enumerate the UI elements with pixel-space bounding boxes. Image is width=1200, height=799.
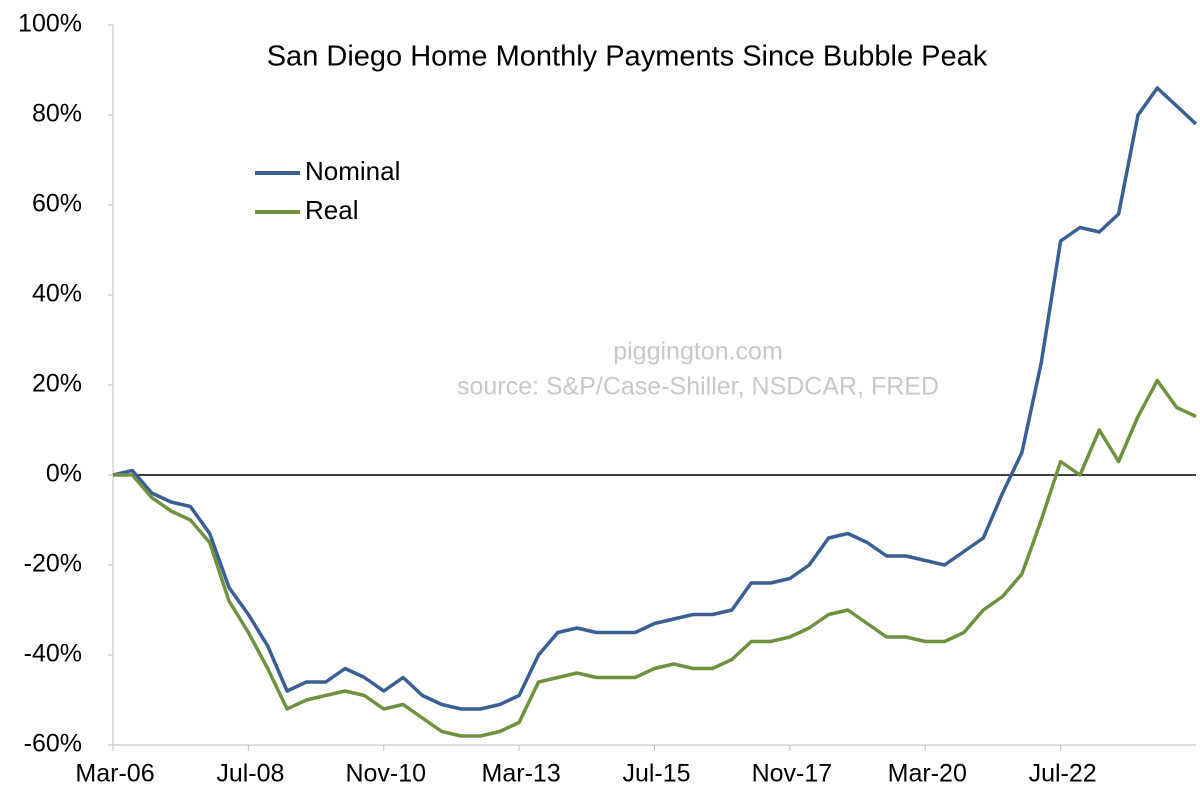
source-note: source: S&P/Case-Shiller, NSDCAR, FRED [457, 373, 939, 401]
y-tick-label: 20% [32, 370, 82, 398]
legend-label: Nominal [305, 156, 400, 186]
y-tick-label: 80% [32, 100, 82, 128]
x-tick-label: Nov-17 [752, 760, 833, 788]
x-tick-label: Jul-15 [622, 760, 690, 788]
x-tick-label: Jul-08 [216, 760, 284, 788]
y-tick-label: 40% [32, 280, 82, 308]
y-tick-label: -40% [24, 640, 82, 668]
y-tick-label: 60% [32, 190, 82, 218]
x-tick-label: Nov-10 [345, 760, 426, 788]
x-tick-label: Mar-06 [75, 760, 154, 788]
y-tick-label: -20% [24, 550, 82, 578]
series-line [112, 86, 1198, 711]
y-tick-label: 0% [46, 460, 82, 488]
x-tick-label: Mar-13 [482, 760, 561, 788]
series-line [113, 378, 1197, 738]
x-tick-label: Mar-20 [888, 760, 967, 788]
x-tick-label: Jul-22 [1029, 760, 1097, 788]
watermark: piggington.com [613, 338, 783, 366]
y-tick-label: 100% [18, 10, 82, 38]
chart-title: San Diego Home Monthly Payments Since Bu… [267, 41, 988, 73]
legend-label: Real [305, 195, 358, 225]
y-tick-label: -60% [24, 730, 82, 758]
